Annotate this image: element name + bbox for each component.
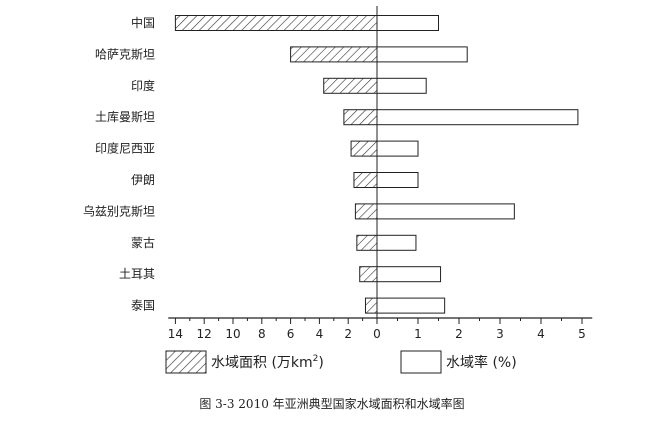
- bar-water-rate: [376, 46, 468, 63]
- right-tick-label: 5: [578, 327, 586, 341]
- right-tick-label: 2: [455, 327, 463, 341]
- left-tick-label: 14: [168, 327, 183, 341]
- category-label: 印度: [131, 78, 155, 93]
- bar-water-area: [323, 77, 378, 94]
- category-label: 土库曼斯坦: [95, 109, 155, 124]
- bar-water-area: [359, 266, 378, 283]
- bar-water-rate: [376, 109, 579, 126]
- category-label: 中国: [131, 15, 155, 30]
- bar-water-rate: [376, 140, 419, 157]
- bar-water-rate: [376, 297, 446, 314]
- left-tick-label: 12: [197, 327, 212, 341]
- bar-water-area: [356, 234, 378, 251]
- legend-hatched-swatch: [165, 350, 207, 374]
- bar-water-area: [343, 109, 378, 126]
- bar-water-rate: [376, 15, 439, 31]
- left-tick-label: 6: [287, 327, 295, 341]
- bar-water-area: [354, 203, 378, 220]
- category-label: 乌兹别克斯坦: [83, 203, 155, 218]
- category-label: 哈萨克斯坦: [95, 47, 155, 61]
- legend: 水域面积 (万km2) 水域率 (%): [165, 350, 517, 374]
- bar-water-area: [353, 172, 378, 188]
- left-tick-label: 2: [344, 327, 352, 341]
- legend-area-label: 水域面积 (万km2): [211, 354, 324, 371]
- category-label: 土耳其: [119, 267, 155, 281]
- category-label: 伊朗: [131, 173, 155, 187]
- bar-water-rate: [376, 234, 417, 251]
- figure-caption: 图 3-3 2010 年亚洲典型国家水域面积和水域率图: [199, 396, 464, 411]
- left-tick-label: 4: [316, 327, 324, 341]
- right-tick-label: 4: [537, 327, 545, 341]
- bar-water-rate: [376, 77, 427, 94]
- right-tick-label: 3: [496, 327, 504, 341]
- category-label: 印度尼西亚: [95, 141, 155, 156]
- bar-water-area: [364, 297, 378, 314]
- bar-water-area: [290, 46, 378, 63]
- zero-tick-label: 0: [373, 327, 381, 341]
- legend-rate-label: 水域率 (%): [446, 354, 517, 371]
- category-label: 蒙古: [131, 235, 155, 250]
- category-label: 泰国: [131, 299, 155, 313]
- bar-water-rate: [376, 172, 419, 188]
- bar-water-rate: [376, 203, 515, 220]
- legend-open-swatch: [400, 350, 442, 374]
- right-tick-label: 1: [414, 327, 422, 341]
- bar-water-area: [174, 15, 378, 31]
- x-axis: 14 12 10 8 6 4 2 0 1 2 3 4 5: [168, 6, 593, 341]
- bar-water-area: [350, 140, 378, 157]
- left-tick-label: 8: [258, 327, 266, 341]
- bar-water-rate: [376, 266, 442, 283]
- left-tick-label: 10: [225, 327, 240, 341]
